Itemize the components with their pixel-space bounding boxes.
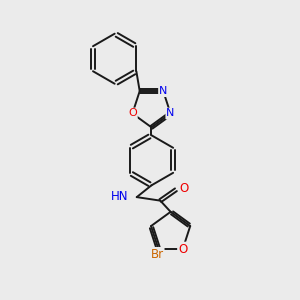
Text: N: N — [166, 109, 175, 118]
Text: O: O — [178, 243, 188, 256]
Text: Br: Br — [151, 248, 164, 261]
Text: O: O — [179, 182, 189, 195]
Text: HN: HN — [111, 190, 128, 203]
Text: O: O — [128, 109, 137, 118]
Text: N: N — [159, 86, 167, 96]
